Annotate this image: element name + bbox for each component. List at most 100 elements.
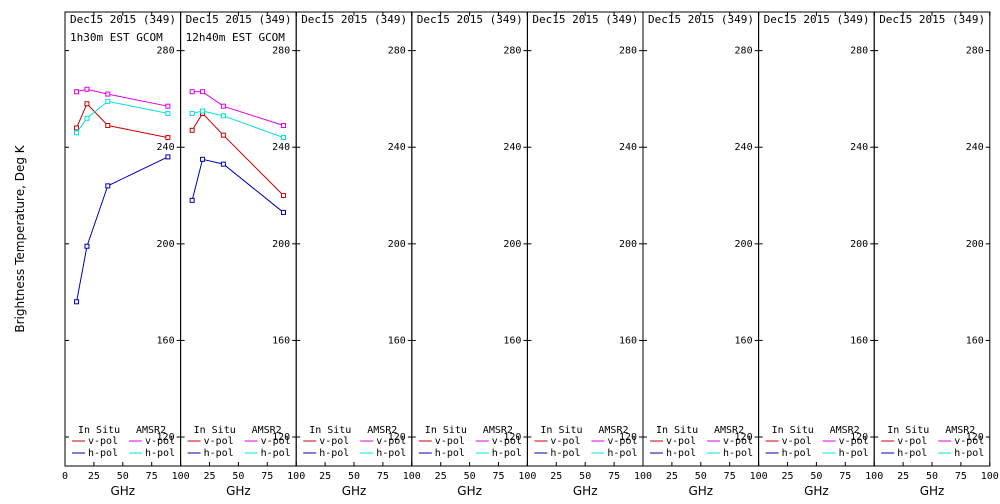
panel-7-legend-insitu-header: In Situ [772,425,814,436]
panel-2-ytick-label-240: 240 [272,142,290,153]
panel-1-x-axis-label: GHz [110,484,135,498]
panel-1-ytick-label-120: 120 [157,432,175,443]
panel-2-legend-amsr2-hpol-label: h-pol [261,448,291,459]
panel-5-ytick-label-160: 160 [619,335,637,346]
panel-1-series-1-point-1 [74,125,80,131]
panel-1-xtick-label-50: 50 [117,471,129,482]
panel-3-xtick-label-50: 50 [348,471,360,482]
panel-2-legend-insitu-hpol-label: h-pol [204,448,234,459]
panel-8-xtick-label-25: 25 [897,471,909,482]
panel-8-xtick-label-75: 75 [955,471,967,482]
panel-3-legend-amsr2-hpol-label: h-pol [376,448,406,459]
panel-6-xtick-label-50: 50 [695,471,707,482]
panel-1-xtick-label-0: 0 [62,471,68,482]
panel-3-ytick-label-200: 200 [388,239,406,250]
panel-1-series-4-point-3 [105,98,111,104]
panel-1-legend-insitu-hpol-label: h-pol [88,448,118,459]
y-axis-label: Brightness Temperature, Deg K [13,144,27,332]
panel-5-xtick-label-100: 100 [634,471,652,482]
panel-7-legend-amsr2-hpol-label: h-pol [839,448,869,459]
panel-1-series-2-point-3 [105,183,111,189]
panel-7-ytick-label-200: 200 [850,239,868,250]
panel-2-xtick-label-50: 50 [232,471,244,482]
panel-2-xtick-label-75: 75 [261,471,273,482]
panel-6-ytick-label-160: 160 [735,335,753,346]
panel-8-x-axis-label: GHz [920,484,945,498]
panel-5-ytick-label-200: 200 [619,239,637,250]
panel-8-ytick-label-200: 200 [966,239,984,250]
panel-8-legend-amsr2-vpol-label: v-pol [954,436,984,447]
panel-1-title: Dec15 2015 (349) [70,13,176,26]
panel-6-ytick-label-280: 280 [735,46,753,57]
panel-2-series-3-point-4 [280,123,286,128]
panel-5-xtick-label-25: 25 [550,471,562,482]
panel-4-xtick-label-25: 25 [435,471,447,482]
panel-8-ytick-label-160: 160 [966,335,984,346]
panel-1-series-3-point-1 [74,89,80,95]
panel-2-subtitle: 12h40m EST GCOM [186,31,286,44]
panel-1-xtick-label-75: 75 [146,471,158,482]
panel-6-legend-insitu-vpol-label: v-pol [666,436,696,447]
panel-4-legend-amsr2-hpol-label: h-pol [492,448,522,459]
panel-5-ytick-label-240: 240 [619,142,637,153]
panel-8-ytick-label-280: 280 [966,46,984,57]
panel-1-legend-insitu-header: In Situ [78,425,120,436]
panel-4-legend-insitu-hpol-label: h-pol [435,448,465,459]
panel-3-legend-insitu-vpol-label: v-pol [319,436,349,447]
panel-1-series-4-point-2 [84,115,90,121]
panel-5-x-axis-label: GHz [573,484,598,498]
panel-2-series-3-line [192,91,284,126]
panel-5-ytick-label-120: 120 [619,432,637,443]
panel-1-ytick-label-280: 280 [157,46,175,57]
panel-1-series-2-line [76,156,169,302]
panel-2-xtick-label-100: 100 [287,471,305,482]
panel-8-legend-insitu-vpol-label: v-pol [897,436,927,447]
panel-2-ytick-label-160: 160 [272,335,290,346]
panel-2-legend-amsr2-vpol-label: v-pol [261,436,291,447]
panel-5-legend-insitu-header: In Situ [540,425,582,436]
panel-2-series-2-point-4 [280,209,286,215]
panel-7-xtick-label-50: 50 [810,471,822,482]
panel-7-title: Dec15 2015 (349) [764,13,870,26]
panel-4-ytick-label-120: 120 [503,432,521,443]
panel-8-ytick-label-120: 120 [966,432,984,443]
panel-1-series-1-point-2 [84,101,90,107]
panel-7-xtick-label-25: 25 [781,471,793,482]
panel-5-legend-insitu-hpol-label: h-pol [550,448,580,459]
panel-7-legend-insitu-hpol-label: h-pol [782,448,812,459]
panel-6-legend-amsr2-vpol-label: v-pol [723,436,753,447]
panel-3-legend-insitu-header: In Situ [309,425,351,436]
panel-1-ytick-label-160: 160 [157,335,175,346]
panel-7-ytick-label-280: 280 [850,46,868,57]
panel-3-ytick-label-160: 160 [388,335,406,346]
panel-3-ytick-label-280: 280 [388,46,406,57]
panel-1-series-4-line [76,100,168,134]
panel-6-ytick-label-120: 120 [735,432,753,443]
panel-3-legend-amsr2-header: AMSR2 [367,425,397,436]
panel-1-xtick-label-100: 100 [172,471,190,482]
panel-1-series-4-point-4 [165,110,171,116]
panel-5-legend-amsr2-hpol-label: h-pol [607,448,637,459]
panel-4-ytick-label-160: 160 [503,335,521,346]
panel-1-series-3-line [76,88,168,107]
panel-1-series-2-point-2 [84,243,90,249]
panel-7-ytick-label-120: 120 [850,432,868,443]
panel-1-series-1-line [76,102,168,139]
panel-3-xtick-label-75: 75 [377,471,389,482]
panel-1-series-1-point-3 [105,123,111,128]
panel-4-ytick-label-280: 280 [503,46,521,57]
panel-7-x-axis-label: GHz [804,484,829,498]
panel-3-legend-amsr2-vpol-label: v-pol [376,436,406,447]
panel-2-series-2-point-3 [220,161,226,167]
panel-6-legend-amsr2-header: AMSR2 [714,425,744,436]
panel-2-series-1-line [191,112,284,196]
panel-6-legend-insitu-hpol-label: h-pol [666,448,696,459]
panel-6-ytick-label-200: 200 [735,239,753,250]
panel-2-series-4-point-3 [220,113,226,119]
panel-1-series-3-point-4 [165,103,171,109]
panel-1-ytick-label-240: 240 [157,142,175,153]
panel-8-ytick-label-240: 240 [966,142,984,153]
panel-7-xtick-label-100: 100 [865,471,883,482]
panel-4-title: Dec15 2015 (349) [417,13,523,26]
